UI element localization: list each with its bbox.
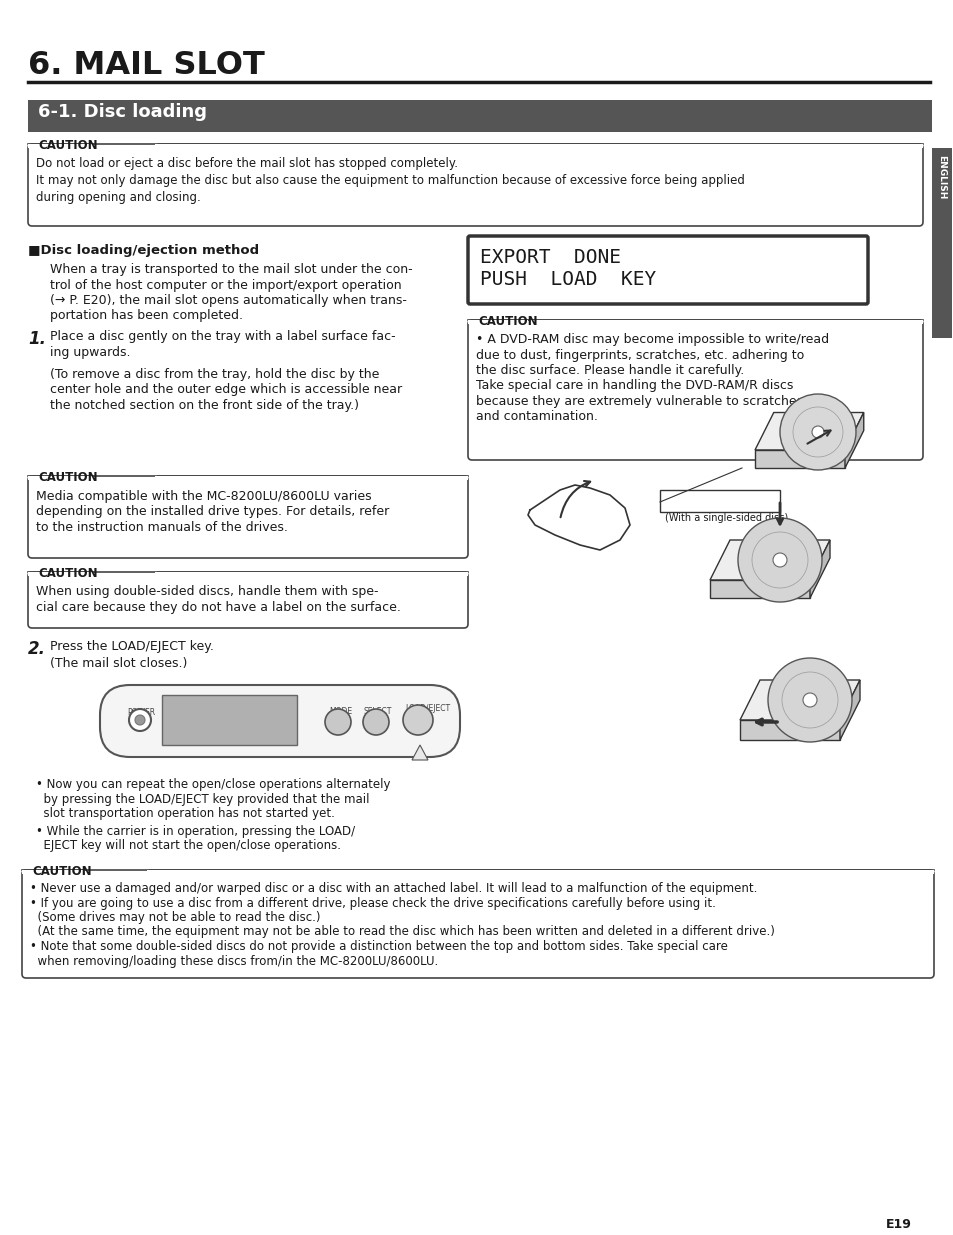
FancyBboxPatch shape [28, 475, 468, 558]
Bar [22, 869, 85, 874]
Text: • Now you can repeat the open/close operations alternately: • Now you can repeat the open/close oper… [36, 778, 390, 790]
Text: When using double-sided discs, handle them with spe-: When using double-sided discs, handle th… [36, 585, 378, 598]
Circle shape [802, 693, 816, 706]
Polygon shape [840, 680, 859, 740]
Text: When a tray is transported to the mail slot under the con-: When a tray is transported to the mail s… [50, 263, 413, 275]
Text: Label surface: Label surface [664, 493, 735, 503]
FancyBboxPatch shape [468, 236, 867, 304]
Text: to the instruction manuals of the drives.: to the instruction manuals of the drives… [36, 521, 288, 534]
Circle shape [811, 426, 823, 438]
FancyBboxPatch shape [28, 144, 923, 226]
Bar [154, 144, 923, 148]
FancyBboxPatch shape [100, 685, 459, 757]
Text: CAUTION: CAUTION [38, 567, 97, 580]
Text: and contamination.: and contamination. [476, 410, 598, 424]
Text: LOAD/EJECT: LOAD/EJECT [405, 704, 450, 713]
Text: ing upwards.: ing upwards. [50, 346, 131, 359]
Text: EJECT key will not start the open/close operations.: EJECT key will not start the open/close … [36, 840, 340, 852]
Text: • While the carrier is in operation, pressing the LOAD/: • While the carrier is in operation, pre… [36, 825, 355, 839]
Bar [154, 572, 468, 576]
Bar [28, 144, 92, 148]
Text: (Some drives may not be able to read the disc.): (Some drives may not be able to read the… [30, 911, 320, 924]
Text: ■Disc loading/ejection method: ■Disc loading/ejection method [28, 245, 259, 257]
Bar [530, 320, 923, 324]
Polygon shape [844, 412, 862, 468]
Text: E19: E19 [885, 1218, 911, 1231]
Text: Press the LOAD/EJECT key.: Press the LOAD/EJECT key. [50, 640, 213, 653]
Polygon shape [709, 540, 829, 580]
Text: (At the same time, the equipment may not be able to read the disc which has been: (At the same time, the equipment may not… [30, 925, 774, 939]
Text: • A DVD-RAM disc may become impossible to write/read: • A DVD-RAM disc may become impossible t… [476, 333, 828, 346]
FancyBboxPatch shape [22, 869, 933, 978]
Text: CAUTION: CAUTION [477, 315, 537, 329]
Text: Place a disc gently on the tray with a label surface fac-: Place a disc gently on the tray with a l… [50, 330, 395, 343]
Bar [154, 475, 468, 480]
Text: ENGLISH: ENGLISH [937, 156, 945, 199]
Text: the notched section on the front side of the tray.): the notched section on the front side of… [50, 399, 358, 412]
FancyBboxPatch shape [468, 320, 923, 459]
Bar [659, 490, 780, 513]
Text: 6. MAIL SLOT: 6. MAIL SLOT [28, 49, 265, 82]
Bar [468, 320, 527, 324]
Text: depending on the installed drive types. For details, refer: depending on the installed drive types. … [36, 505, 389, 519]
Text: cial care because they do not have a label on the surface.: cial care because they do not have a lab… [36, 600, 400, 614]
Circle shape [767, 658, 851, 742]
Text: Take special care in handling the DVD-RAM/R discs: Take special care in handling the DVD-RA… [476, 379, 793, 393]
Polygon shape [754, 412, 862, 450]
Text: by pressing the LOAD/EJECT key provided that the mail: by pressing the LOAD/EJECT key provided … [36, 793, 369, 805]
Circle shape [363, 709, 389, 735]
Circle shape [780, 394, 855, 471]
Circle shape [325, 709, 351, 735]
Text: center hole and the outer edge which is accessible near: center hole and the outer edge which is … [50, 384, 402, 396]
Polygon shape [754, 450, 844, 468]
Circle shape [772, 553, 786, 567]
Bar [147, 869, 933, 874]
Polygon shape [740, 680, 859, 720]
Text: slot transportation operation has not started yet.: slot transportation operation has not st… [36, 806, 335, 820]
Text: during opening and closing.: during opening and closing. [36, 191, 200, 204]
Text: trol of the host computer or the import/export operation: trol of the host computer or the import/… [50, 279, 401, 291]
Text: (→ P. E20), the mail slot opens automatically when trans-: (→ P. E20), the mail slot opens automati… [50, 294, 406, 308]
Text: MODE: MODE [329, 706, 352, 716]
Polygon shape [412, 745, 428, 760]
Text: when removing/loading these discs from/in the MC-8200LU/8600LU.: when removing/loading these discs from/i… [30, 955, 437, 967]
Text: portation has been completed.: portation has been completed. [50, 310, 243, 322]
Text: Do not load or eject a disc before the mail slot has stopped completely.: Do not load or eject a disc before the m… [36, 157, 457, 170]
Text: (The mail slot closes.): (The mail slot closes.) [50, 657, 187, 671]
Text: 6-1. Disc loading: 6-1. Disc loading [38, 103, 207, 121]
Text: CAUTION: CAUTION [38, 140, 97, 152]
Text: PUSH  LOAD  KEY: PUSH LOAD KEY [479, 270, 656, 289]
Bar [28, 100, 931, 132]
Polygon shape [740, 720, 840, 740]
Bar [162, 695, 296, 745]
Text: POWER: POWER [127, 708, 155, 718]
Polygon shape [809, 540, 829, 598]
Bar [28, 572, 92, 576]
Text: CAUTION: CAUTION [32, 864, 91, 878]
Text: (With a single-sided disc): (With a single-sided disc) [664, 513, 787, 522]
Text: • Never use a damaged and/or warped disc or a disc with an attached label. It wi: • Never use a damaged and/or warped disc… [30, 882, 757, 895]
FancyBboxPatch shape [28, 572, 468, 629]
Circle shape [738, 517, 821, 601]
Text: • If you are going to use a disc from a different drive, please check the drive : • If you are going to use a disc from a … [30, 897, 715, 909]
Circle shape [135, 715, 145, 725]
Text: the disc surface. Please handle it carefully.: the disc surface. Please handle it caref… [476, 364, 743, 377]
Text: due to dust, fingerprints, scratches, etc. adhering to: due to dust, fingerprints, scratches, et… [476, 348, 803, 362]
Circle shape [402, 705, 433, 735]
Text: It may not only damage the disc but also cause the equipment to malfunction beca: It may not only damage the disc but also… [36, 174, 744, 186]
Text: SELECT: SELECT [364, 706, 392, 716]
Bar [28, 475, 92, 480]
Polygon shape [709, 580, 809, 598]
Text: (To remove a disc from the tray, hold the disc by the: (To remove a disc from the tray, hold th… [50, 368, 379, 382]
Text: Media compatible with the MC-8200LU/8600LU varies: Media compatible with the MC-8200LU/8600… [36, 490, 372, 503]
Text: 1.: 1. [28, 330, 46, 348]
Text: • Note that some double-sided discs do not provide a distinction between the top: • Note that some double-sided discs do n… [30, 940, 727, 953]
Text: because they are extremely vulnerable to scratches: because they are extremely vulnerable to… [476, 395, 802, 408]
Text: CAUTION: CAUTION [38, 471, 97, 484]
Text: 2.: 2. [28, 640, 46, 658]
Text: EXPORT  DONE: EXPORT DONE [479, 248, 620, 267]
Bar [931, 148, 951, 338]
Circle shape [129, 709, 151, 731]
